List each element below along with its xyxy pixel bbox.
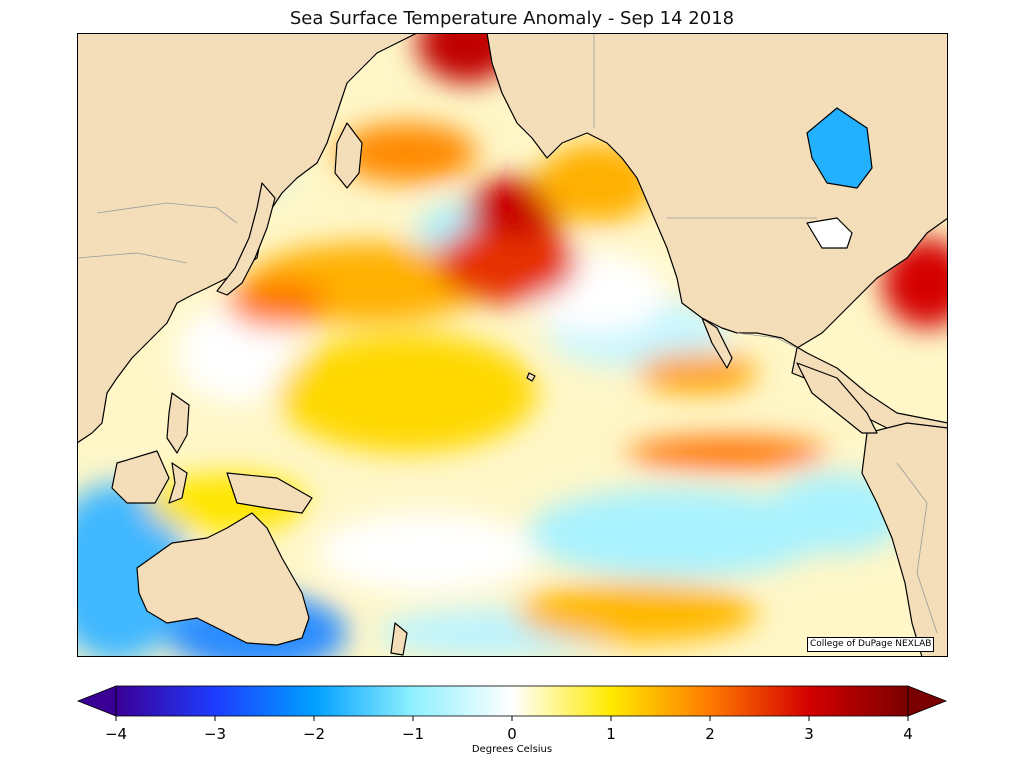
anomaly-patch bbox=[317, 513, 537, 593]
border-line bbox=[736, 332, 798, 349]
colorbar-tick-label: 4 bbox=[903, 725, 913, 743]
anomaly-patch bbox=[337, 123, 477, 183]
border-line bbox=[896, 462, 938, 634]
land-australia bbox=[136, 512, 310, 646]
great-lakes bbox=[806, 217, 853, 249]
land-philippines bbox=[166, 392, 190, 454]
map-frame bbox=[77, 33, 948, 657]
land-borneo bbox=[111, 450, 170, 504]
anomaly-patch bbox=[637, 353, 757, 393]
colorbar-tick-label: 0 bbox=[507, 725, 517, 743]
land-kamchatka bbox=[334, 122, 363, 189]
land-central-america bbox=[796, 362, 878, 434]
anomaly-patch bbox=[227, 278, 327, 328]
border-line bbox=[96, 202, 238, 224]
land-japan bbox=[216, 182, 276, 296]
land-south-america bbox=[861, 422, 948, 657]
colorbar-tick-label: −4 bbox=[105, 725, 127, 743]
credit-label: College of DuPage NEXLAB bbox=[807, 637, 935, 652]
land-new-zealand bbox=[390, 622, 408, 656]
hudson-bay bbox=[806, 107, 873, 189]
border-line bbox=[77, 252, 188, 264]
chart-title: Sea Surface Temperature Anomaly - Sep 14… bbox=[289, 8, 735, 29]
colorbar-tick-label: 1 bbox=[606, 725, 616, 743]
anomaly-patch bbox=[277, 333, 537, 453]
colorbar-extend-min bbox=[76, 685, 117, 717]
colorbar-gradient bbox=[115, 685, 909, 717]
land-hawaii bbox=[526, 372, 536, 382]
colorbar: −4 −3 −2 −1 0 1 2 3 4 bbox=[76, 685, 948, 743]
land-masses bbox=[77, 33, 948, 657]
land-baja bbox=[701, 317, 733, 369]
anomaly-patch bbox=[527, 488, 827, 578]
colorbar-label: Degrees Celsius bbox=[471, 744, 553, 755]
anomaly-patch bbox=[627, 437, 827, 469]
anomaly-patch bbox=[517, 583, 757, 643]
sst-anomaly-map bbox=[77, 33, 948, 657]
colorbar-tick-label: −1 bbox=[402, 725, 424, 743]
land-sulawesi bbox=[168, 462, 188, 504]
colorbar-tick-label: 2 bbox=[705, 725, 715, 743]
land-new-guinea bbox=[226, 472, 313, 514]
colorbar-tick-label: −3 bbox=[204, 725, 226, 743]
anomaly-patch bbox=[437, 223, 577, 303]
country-borders bbox=[77, 33, 938, 634]
colorbar-tick-label: 3 bbox=[804, 725, 814, 743]
anomaly-patch bbox=[177, 303, 297, 403]
colorbar-extend-max bbox=[907, 685, 948, 717]
colorbar-tick-label: −2 bbox=[303, 725, 325, 743]
